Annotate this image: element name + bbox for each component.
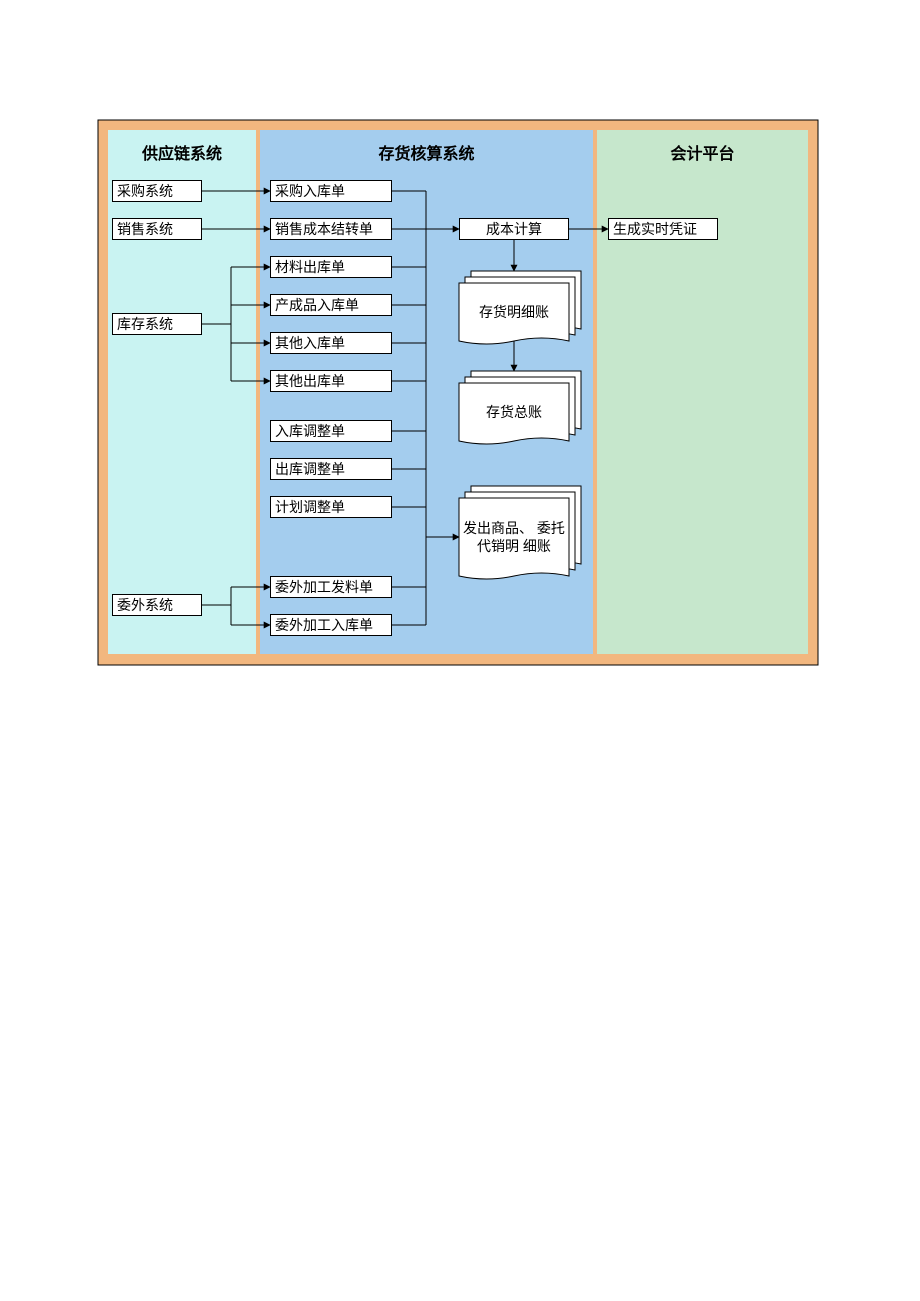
node-m_xscbjz: 销售成本结转单 <box>270 218 392 240</box>
node-m_cost: 成本计算 <box>459 218 569 240</box>
node-m_clck: 材料出库单 <box>270 256 392 278</box>
doc-d_detail: 存货明细账 <box>459 283 569 341</box>
node-m_ccprk: 产成品入库单 <box>270 294 392 316</box>
node-m_wwjgfl: 委外加工发料单 <box>270 576 392 598</box>
node-b_outsrc: 委外系统 <box>112 594 202 616</box>
node-b_purch: 采购系统 <box>112 180 202 202</box>
node-m_wwjgrk: 委外加工入库单 <box>270 614 392 636</box>
node-m_jhtz: 计划调整单 <box>270 496 392 518</box>
node-b_sales: 销售系统 <box>112 218 202 240</box>
diagram-stage: 供应链系统存货核算系统会计平台采购系统销售系统库存系统委外系统 采购入库单销售成本… <box>0 0 920 1301</box>
panel-title-acct: 会计平台 <box>597 140 808 164</box>
node-m_qtrk: 其他入库单 <box>270 332 392 354</box>
panel-acct: 会计平台 <box>597 130 808 654</box>
panel-supply: 供应链系统 <box>108 130 256 654</box>
node-m_qtck: 其他出库单 <box>270 370 392 392</box>
node-b_stock: 库存系统 <box>112 313 202 335</box>
node-m_cktz: 出库调整单 <box>270 458 392 480</box>
doc-d_consign: 发出商品、 委托代销明 细账 <box>459 498 569 576</box>
node-m_rktz: 入库调整单 <box>270 420 392 442</box>
node-m_voucher: 生成实时凭证 <box>608 218 718 240</box>
panel-title-inv: 存货核算系统 <box>260 140 593 164</box>
panel-title-supply: 供应链系统 <box>108 140 256 164</box>
node-m_cgrk: 采购入库单 <box>270 180 392 202</box>
doc-d_ledger: 存货总账 <box>459 383 569 441</box>
